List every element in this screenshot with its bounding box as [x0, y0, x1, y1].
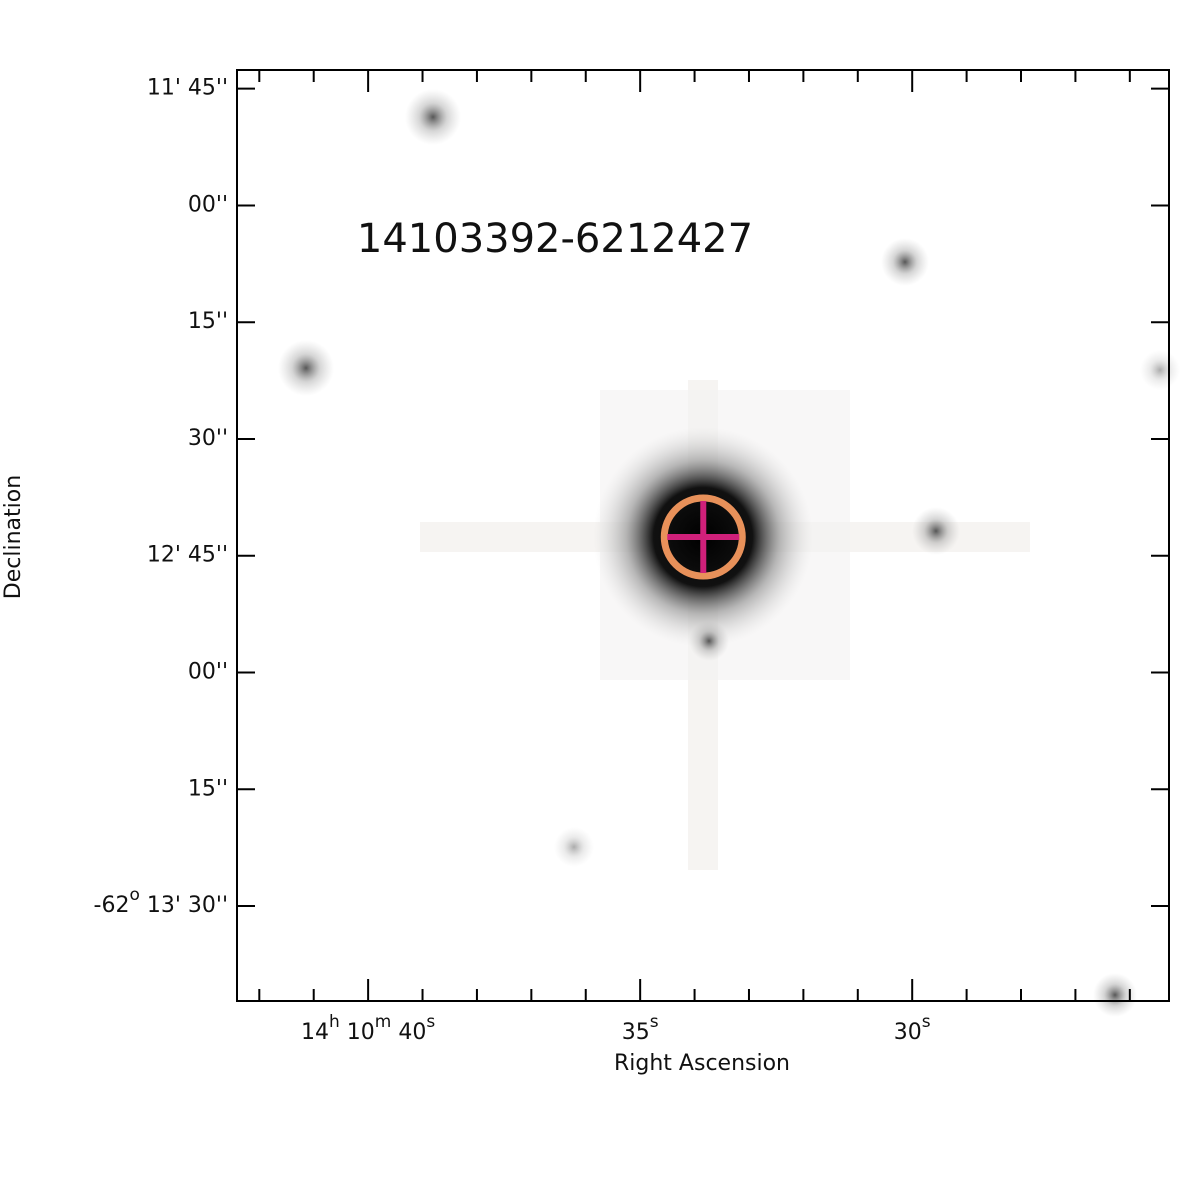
x-tick-label: 30s — [894, 1012, 931, 1045]
x-axis-title: Right Ascension — [614, 1051, 790, 1076]
y-tick-label: 11' 45'' — [147, 76, 228, 101]
plot-frame — [236, 69, 1170, 1002]
sky-image — [237, 70, 1180, 1017]
y-tick-label: 15'' — [188, 309, 228, 334]
y-tick-label: 12' 45'' — [147, 543, 228, 568]
source-ring — [660, 494, 746, 580]
y-tick-label: 15'' — [188, 776, 228, 801]
y-tick-label: 00'' — [188, 660, 228, 685]
y-tick-label: 00'' — [188, 192, 228, 217]
x-tick-label: 14h 10m 40s — [301, 1012, 435, 1045]
x-tick-label: 35s — [622, 1012, 659, 1045]
y-axis-title: Declination — [1, 475, 26, 599]
y-tick-label: 30'' — [188, 426, 228, 451]
y-tick-label: -62o 13' 30'' — [94, 885, 228, 918]
object-label: 14103392-6212427 — [357, 216, 753, 262]
